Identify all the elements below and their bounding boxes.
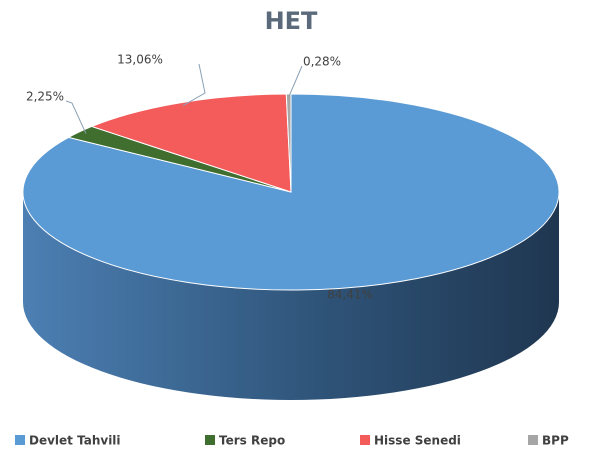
leader-line [288,65,303,98]
data-label: 2,25% [26,90,64,104]
data-label: 84,41% [327,288,373,302]
legend-swatch [528,435,538,445]
legend-swatch [360,435,370,445]
legend-label: Devlet Tahvili [29,434,121,448]
data-label: 0,28% [303,55,341,69]
legend-swatch [15,435,25,445]
legend-label: Ters Repo [219,434,285,448]
legend-label: Hisse Senedi [374,434,461,448]
slice-side [23,192,559,400]
slice [90,93,292,193]
leader-line [65,100,87,134]
data-label: 13,06% [117,53,163,67]
legend-swatch [205,435,215,445]
chart-title: HET [265,7,318,35]
leader-line [182,63,206,106]
slice [285,93,292,193]
legend-label: BPP [542,434,569,448]
